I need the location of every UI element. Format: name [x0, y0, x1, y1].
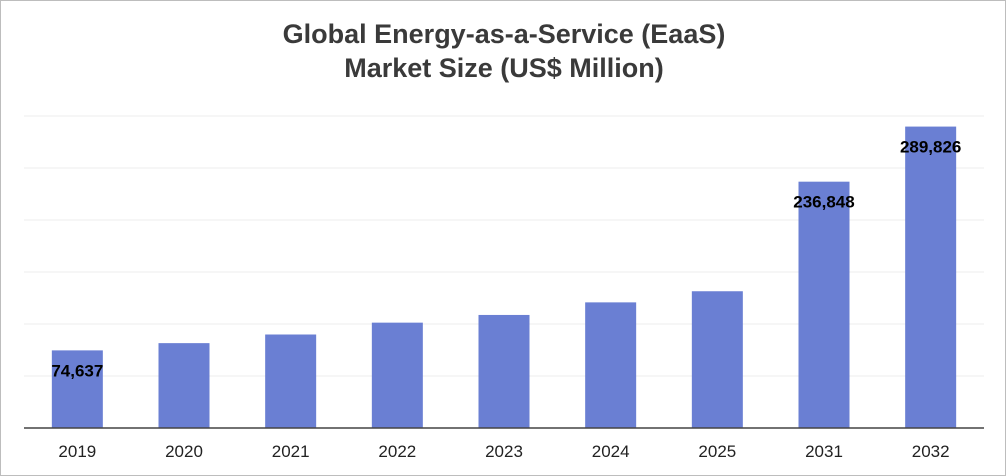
bar-2021: [265, 334, 317, 428]
x-tick-label-2019: 2019: [58, 442, 96, 461]
x-tick-label-2025: 2025: [698, 442, 736, 461]
x-tick-label-2022: 2022: [378, 442, 416, 461]
chart-title: Global Energy-as-a-Service (EaaS) Market…: [1, 17, 1006, 85]
data-labels: 74,637 236,848 289,826: [51, 138, 961, 381]
bar-2031: [798, 181, 850, 428]
chart-title-line-1: Global Energy-as-a-Service (EaaS): [282, 19, 726, 49]
bar-2022: [371, 322, 423, 428]
bar-2023: [478, 314, 530, 428]
x-tick-label-2021: 2021: [272, 442, 310, 461]
x-tick-label-2031: 2031: [805, 442, 843, 461]
bars: [51, 126, 957, 428]
data-label-2031: 236,848: [793, 193, 854, 212]
x-tick-labels: 2019 2020 2021 2022 2023 2024 2025 2031 2032: [58, 442, 949, 461]
x-tick-label-2032: 2032: [912, 442, 950, 461]
bar-2025: [691, 291, 743, 428]
bar-2032: [905, 126, 957, 428]
bar-2020: [158, 343, 210, 428]
x-tick-label-2023: 2023: [485, 442, 523, 461]
bar-2024: [585, 302, 637, 428]
x-tick-label-2024: 2024: [592, 442, 630, 461]
chart-title-line-2: Market Size (US$ Million): [344, 53, 664, 83]
data-label-2032: 289,826: [900, 138, 961, 157]
bar-2019: [51, 350, 103, 428]
x-tick-label-2020: 2020: [165, 442, 203, 461]
data-label-2019: 74,637: [51, 361, 103, 380]
